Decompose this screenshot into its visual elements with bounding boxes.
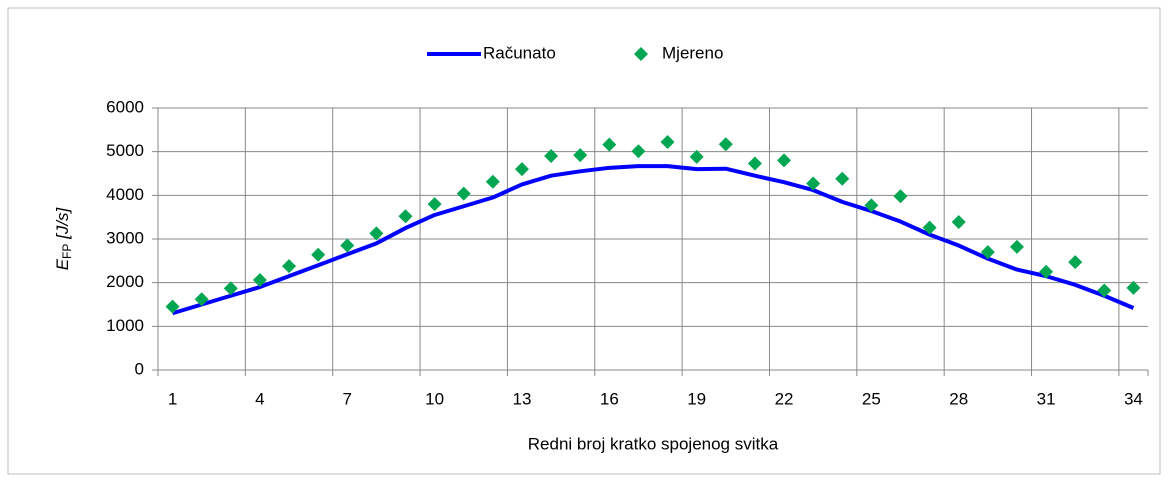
- marker: [1068, 255, 1083, 270]
- marker: [1009, 239, 1024, 254]
- marker: [340, 238, 355, 253]
- y-label-subscript: FP: [60, 244, 74, 259]
- marker: [835, 171, 850, 186]
- x-tick-label: 7: [343, 389, 352, 408]
- x-tick-label: 31: [1037, 389, 1056, 408]
- marker: [544, 149, 559, 164]
- marker: [282, 259, 297, 274]
- marker: [1039, 264, 1054, 279]
- marker: [922, 220, 937, 235]
- line-series: [171, 164, 1135, 316]
- y-tick-label: 4000: [106, 185, 144, 204]
- marker: [806, 176, 821, 191]
- marker: [456, 186, 471, 201]
- x-tick-label: 28: [949, 389, 968, 408]
- marker: [718, 137, 733, 152]
- x-tick-label: 19: [687, 389, 706, 408]
- y-tick-label: 6000: [106, 97, 144, 116]
- marker: [223, 281, 238, 296]
- marker: [514, 162, 529, 177]
- x-tick-label: 13: [513, 389, 532, 408]
- marker: [777, 153, 792, 168]
- y-label-unit: [J/s]: [53, 206, 72, 243]
- y-label-symbol: E: [53, 258, 72, 270]
- x-tick-label: 22: [775, 389, 794, 408]
- x-axis-label: Redni broj kratko spojenog svitka: [528, 434, 779, 453]
- x-tick-label: 1: [168, 389, 177, 408]
- y-tick-label: 1000: [106, 316, 144, 335]
- legend-swatch: [634, 47, 648, 61]
- marker: [165, 299, 180, 314]
- marker: [864, 198, 879, 213]
- marker: [252, 273, 267, 288]
- marker: [1097, 283, 1112, 298]
- x-tick-label: 16: [600, 389, 619, 408]
- y-tick-label: 5000: [106, 141, 144, 160]
- marker: [980, 245, 995, 260]
- marker: [311, 247, 326, 262]
- x-tick-label: 25: [862, 389, 881, 408]
- y-tick-label: 0: [135, 359, 144, 378]
- marker: [951, 214, 966, 229]
- marker: [427, 197, 442, 212]
- marker: [631, 144, 646, 159]
- marker: [602, 137, 617, 152]
- x-tick-label: 10: [425, 389, 444, 408]
- marker: [660, 135, 675, 150]
- y-axis-label: EFP [J/s]: [53, 206, 74, 270]
- marker: [893, 189, 908, 204]
- marker: [573, 148, 588, 163]
- chart-frame: [7, 7, 1161, 475]
- legend-label: Računato: [483, 43, 556, 62]
- marker: [747, 156, 762, 171]
- x-tick-label: 4: [255, 389, 264, 408]
- marker: [485, 174, 500, 189]
- marker: [194, 292, 209, 307]
- marker: [398, 209, 413, 224]
- y-tick-label: 2000: [106, 272, 144, 291]
- y-tick-label: 3000: [106, 228, 144, 247]
- marker: [1126, 280, 1141, 295]
- legend-label: Mjereno: [662, 43, 723, 62]
- marker: [369, 226, 384, 241]
- x-tick-label: 34: [1124, 389, 1143, 408]
- marker: [689, 149, 704, 164]
